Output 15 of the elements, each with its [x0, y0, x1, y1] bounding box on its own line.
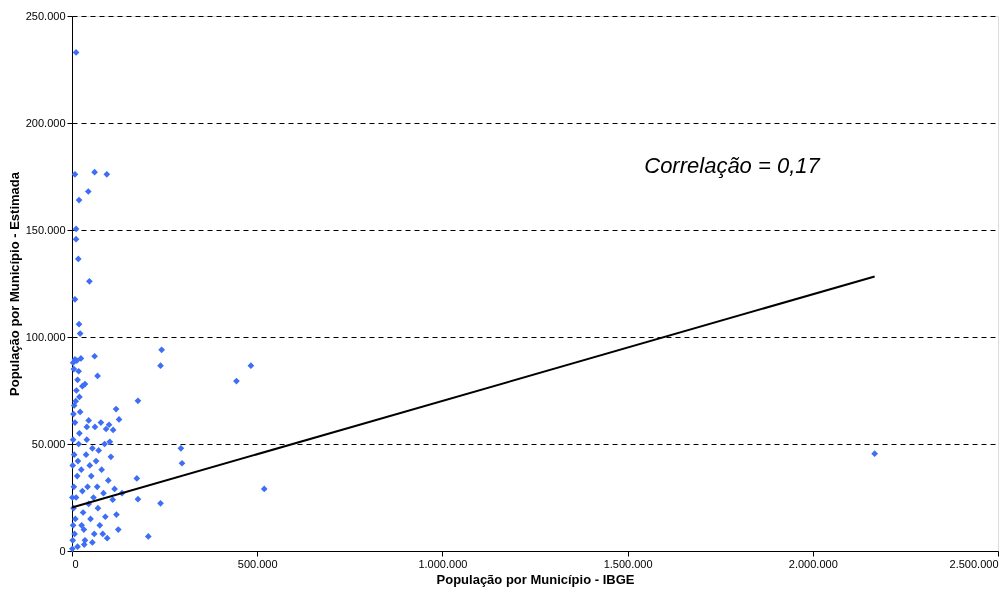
- y-tick-label: 0: [59, 544, 66, 557]
- x-tick-label: 500.000: [237, 557, 278, 570]
- x-tick-label: 1.500.000: [603, 557, 653, 570]
- annotation: Correlação = 0,17: [644, 153, 821, 178]
- x-tick-label: 2.500.000: [949, 557, 999, 570]
- y-tick-label: 100.000: [25, 330, 66, 343]
- x-axis-title: População por Município - IBGE: [436, 571, 635, 587]
- x-tick-label: 1.000.000: [418, 557, 468, 570]
- y-axis-title: População por Município - Estimada: [6, 171, 22, 396]
- y-tick-label: 50.000: [31, 437, 66, 450]
- x-tick-label: 2.000.000: [788, 557, 838, 570]
- y-tick-label: 200.000: [25, 116, 66, 129]
- x-tick-label: 0: [72, 557, 79, 570]
- y-tick-label: 250.000: [25, 9, 66, 22]
- y-tick-label: 150.000: [25, 223, 66, 236]
